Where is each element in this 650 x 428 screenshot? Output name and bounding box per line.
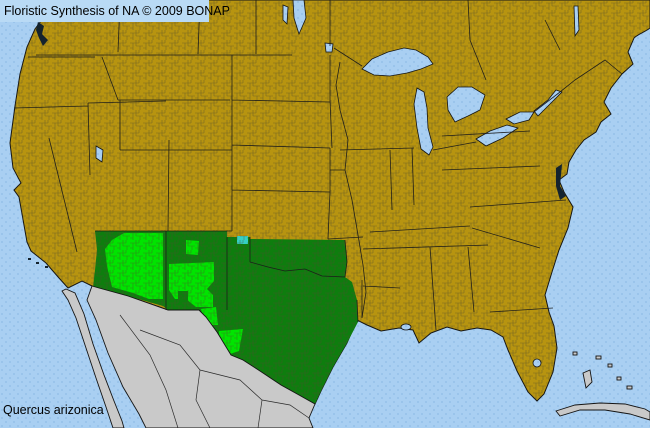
island-bahama-5 (626, 385, 633, 390)
species-label: Quercus arizonica (3, 403, 104, 417)
lakes (95, 0, 580, 368)
island-bahama-1 (572, 351, 578, 356)
map-title: Floristic Synthesis of NA © 2009 BONAP (4, 4, 230, 18)
region-mexico-mainland (86, 285, 316, 428)
lake-michigan (413, 87, 434, 156)
channel-island-2 (36, 262, 39, 264)
lake-erie (475, 124, 519, 147)
no-data-lands (61, 285, 650, 428)
island-bahama-2 (595, 355, 602, 360)
mexico-state-lines (119, 314, 310, 428)
puget-sound (36, 22, 48, 46)
lake-pontchartrain (400, 323, 412, 331)
lake-champlain (573, 5, 580, 38)
region-cuba (555, 402, 650, 421)
lake-superior (361, 47, 434, 77)
st-lawrence-river (533, 89, 563, 117)
great-salt-lake (95, 145, 104, 163)
channel-island-3 (45, 266, 48, 268)
lake-winnipeg (292, 0, 307, 36)
lake-manitoba (282, 4, 289, 25)
channel-island-1 (28, 258, 31, 260)
lake-ontario (505, 111, 535, 125)
coastal-bays (28, 22, 566, 268)
region-baja-california (61, 288, 125, 428)
lake-of-the-woods (324, 42, 334, 53)
lake-huron (446, 86, 486, 123)
island-bahama-3 (607, 363, 613, 368)
state-borders (13, 0, 623, 331)
title-bar (0, 0, 209, 22)
island-bahama-4 (616, 376, 622, 381)
island-andros (582, 369, 593, 389)
chesapeake-bay (556, 164, 566, 200)
lake-okeechobee (532, 358, 542, 368)
